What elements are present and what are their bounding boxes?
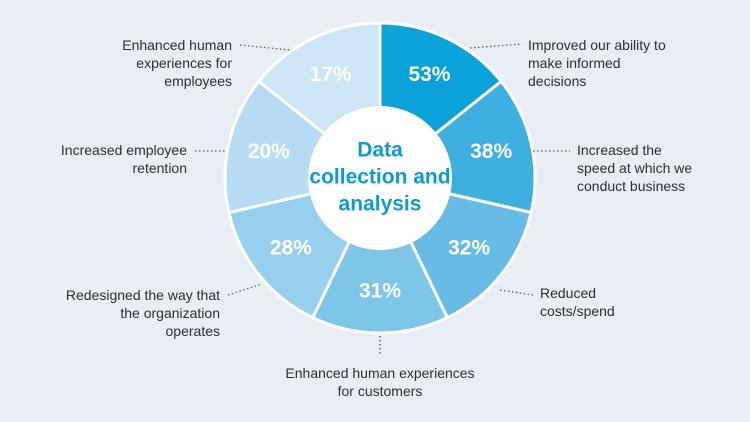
category-label: Reduced costs/spend <box>540 285 615 319</box>
wheel-segment <box>310 174 450 335</box>
category-label: Improved our ability to make informed de… <box>528 37 666 89</box>
category-label: Increased employee retention <box>60 142 187 176</box>
value-label: 32% <box>448 237 490 260</box>
category-label: Enhanced human experiences for employees <box>122 37 232 89</box>
leader-line <box>499 289 534 296</box>
value-label: 28% <box>270 237 312 260</box>
value-label: 53% <box>408 63 450 86</box>
value-label: 20% <box>248 140 290 163</box>
center-title: Data <box>357 139 403 162</box>
leader-line <box>239 44 291 51</box>
value-label: 31% <box>359 280 401 303</box>
center-title: analysis <box>339 193 422 216</box>
center-disc <box>308 106 452 250</box>
leader-line <box>227 283 263 296</box>
value-label: 38% <box>470 140 512 163</box>
category-label: Enhanced human experiences for customers <box>285 365 475 399</box>
category-label: Redesigned the way that the organization… <box>65 287 220 339</box>
category-label: Increased the speed at which we conduct … <box>577 142 693 194</box>
leader-line <box>469 43 523 49</box>
center-title: collection and <box>309 166 450 189</box>
value-label: 17% <box>310 63 352 86</box>
